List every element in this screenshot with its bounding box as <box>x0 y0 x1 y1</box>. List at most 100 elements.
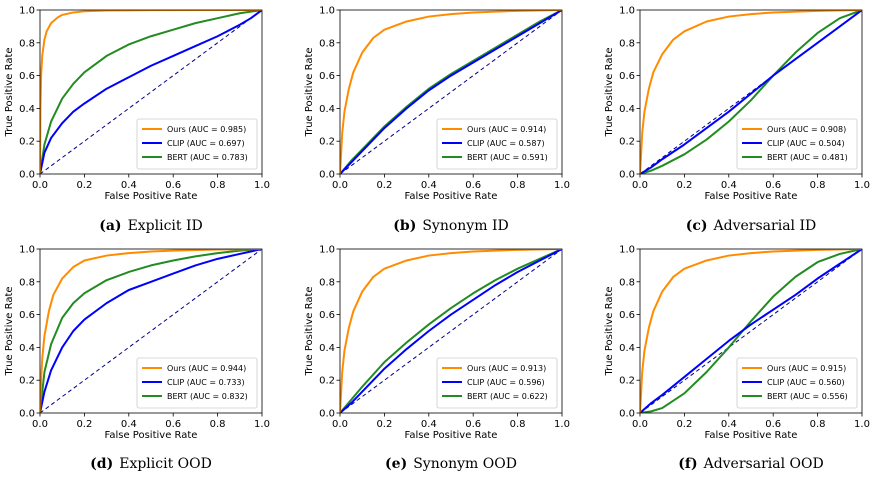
legend-box <box>736 118 858 170</box>
legend-box <box>136 118 258 170</box>
legend: Ours (AUC = 0.914) CLIP (AUC = 0.587) BERT… <box>436 118 558 170</box>
subfigure-caption-label: (e) <box>385 456 407 472</box>
series-line-clip <box>340 10 562 174</box>
legend-entry-bert: BERT (AUC = 0.832) <box>167 392 248 401</box>
x-tick-label: 0.2 <box>76 180 92 191</box>
series-line-ours <box>340 249 562 413</box>
series-line-clip <box>640 10 862 174</box>
legend-entry-clip: CLIP (AUC = 0.733) <box>167 378 245 387</box>
subfigure-caption-label: (f) <box>678 456 697 472</box>
x-tick-label: 0.8 <box>810 180 826 191</box>
x-axis-label: False Positive Rate <box>405 430 498 441</box>
y-axis-label: True Positive Rate <box>304 47 315 137</box>
y-tick-label: 0.8 <box>19 38 35 49</box>
y-tick-label: 0.8 <box>619 277 635 288</box>
x-tick-label: 0.4 <box>421 419 437 430</box>
x-tick-label: 0.8 <box>810 419 826 430</box>
legend-entry-ours: Ours (AUC = 0.913) <box>467 364 546 373</box>
x-tick-label: 0.8 <box>210 419 226 430</box>
x-tick-label: 0.2 <box>376 419 392 430</box>
legend: Ours (AUC = 0.913) CLIP (AUC = 0.596) BERT… <box>436 357 558 409</box>
y-tick-label: 0.4 <box>619 343 635 354</box>
roc-panel-e: 0.0 0.2 0.4 0.6 0.8 1.0 0.0 0.2 0.4 0.6 0.8 1.0 Fals… <box>304 245 570 473</box>
y-tick-label: 0.2 <box>319 137 335 148</box>
roc-panel-a: 0.0 0.2 0.4 0.6 0.8 1.0 0.0 0.2 0.4 0.6 0.8 1.0 Fals… <box>4 6 270 235</box>
y-tick-label: 1.0 <box>19 6 35 17</box>
subfigure-caption: (a) Explicit ID <box>99 218 203 234</box>
y-axis-label: True Positive Rate <box>4 286 15 376</box>
plot-frame <box>39 9 263 175</box>
legend-entry-clip: CLIP (AUC = 0.697) <box>167 139 245 148</box>
x-tick-label: 1.0 <box>254 419 270 430</box>
x-tick-label: 0.4 <box>721 419 737 430</box>
y-tick-label: 0.6 <box>19 310 35 321</box>
subfigure-caption-text: Synonym ID <box>422 218 508 234</box>
legend-entry-clip: CLIP (AUC = 0.587) <box>467 139 545 148</box>
legend-box <box>436 357 558 409</box>
legend-entry-ours: Ours (AUC = 0.944) <box>167 364 246 373</box>
y-tick-label: 0.0 <box>619 409 635 420</box>
subfigure-caption: (f) Adversarial OOD <box>678 456 823 472</box>
x-tick-label: 0.6 <box>165 180 181 191</box>
y-tick-label: 0.2 <box>619 137 635 148</box>
x-tick-label: 1.0 <box>254 180 270 191</box>
subfigure-caption: (b) Synonym ID <box>393 218 508 234</box>
legend: Ours (AUC = 0.985) CLIP (AUC = 0.697) BERT… <box>136 118 258 170</box>
y-tick-label: 1.0 <box>19 245 35 256</box>
x-tick-label: 0.2 <box>676 419 692 430</box>
y-tick-label: 0.6 <box>619 310 635 321</box>
series-line-ours <box>640 10 862 174</box>
subfigure-caption-text: Explicit ID <box>128 218 203 234</box>
series-line-bert <box>340 10 562 174</box>
y-tick-label: 0.6 <box>19 71 35 82</box>
y-tick-label: 0.0 <box>619 170 635 181</box>
y-axis-label: True Positive Rate <box>604 47 615 137</box>
y-tick-label: 1.0 <box>319 6 335 17</box>
x-tick-label: 0.4 <box>721 180 737 191</box>
x-tick-label: 0.4 <box>421 180 437 191</box>
y-tick-label: 0.0 <box>19 409 35 420</box>
subfigure-caption-label: (c) <box>686 218 708 234</box>
y-tick-label: 0.4 <box>319 343 335 354</box>
y-axis-label: True Positive Rate <box>604 286 615 376</box>
x-tick-label: 0.2 <box>76 419 92 430</box>
y-tick-label: 1.0 <box>619 245 635 256</box>
roc-panel-f: 0.0 0.2 0.4 0.6 0.8 1.0 0.0 0.2 0.4 0.6 0.8 1.0 Fals… <box>604 245 870 473</box>
x-tick-label: 1.0 <box>854 419 870 430</box>
legend-entry-ours: Ours (AUC = 0.915) <box>767 364 846 373</box>
series-line-clip <box>40 249 262 413</box>
x-tick-label: 0.8 <box>510 419 526 430</box>
subfigure-caption: (d) Explicit OOD <box>90 456 212 472</box>
y-tick-label: 0.6 <box>619 71 635 82</box>
y-tick-label: 0.2 <box>19 376 35 387</box>
roc-panel-d: 0.0 0.2 0.4 0.6 0.8 1.0 0.0 0.2 0.4 0.6 0.8 1.0 Fals… <box>4 245 270 473</box>
x-tick-label: 0.4 <box>121 419 137 430</box>
x-tick-label: 0.8 <box>210 180 226 191</box>
roc-panel-b: 0.0 0.2 0.4 0.6 0.8 1.0 0.0 0.2 0.4 0.6 0.8 1.0 Fals… <box>304 6 570 235</box>
legend-entry-clip: CLIP (AUC = 0.596) <box>467 378 545 387</box>
x-axis-label: False Positive Rate <box>405 191 498 202</box>
y-tick-label: 0.0 <box>319 409 335 420</box>
legend-entry-ours: Ours (AUC = 0.914) <box>467 125 546 134</box>
series-line-ours <box>40 249 262 413</box>
x-tick-label: 0.2 <box>376 180 392 191</box>
y-tick-label: 0.0 <box>319 170 335 181</box>
y-tick-label: 0.8 <box>319 277 335 288</box>
x-axis-label: False Positive Rate <box>705 191 798 202</box>
plot-frame <box>639 248 863 414</box>
x-tick-label: 1.0 <box>554 180 570 191</box>
y-tick-label: 0.4 <box>19 104 35 115</box>
x-tick-label: 0.8 <box>510 180 526 191</box>
subfigure-caption-text: Adversarial OOD <box>703 456 824 472</box>
subfigure-caption-label: (b) <box>393 218 416 234</box>
series-line-clip <box>640 249 862 413</box>
x-tick-label: 0.0 <box>332 419 348 430</box>
x-tick-label: 1.0 <box>554 419 570 430</box>
series-line-ours <box>340 10 562 174</box>
plot-frame <box>339 9 563 175</box>
plot-frame <box>39 248 263 414</box>
y-tick-label: 0.2 <box>619 376 635 387</box>
x-tick-label: 0.0 <box>32 180 48 191</box>
